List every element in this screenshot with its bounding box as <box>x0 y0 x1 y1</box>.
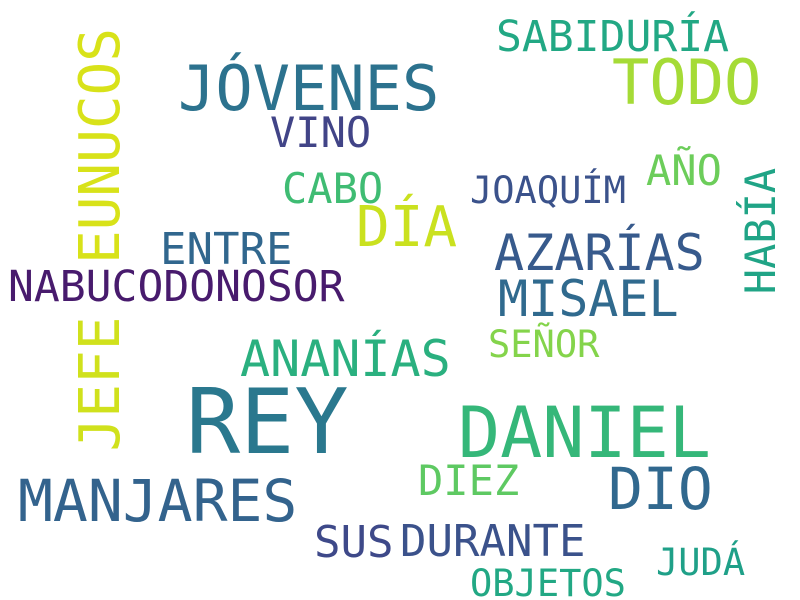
word-jefe: JEFE <box>68 316 133 452</box>
word-jovenes: JÓVENES <box>178 52 440 125</box>
word-dia: DÍA <box>356 195 458 260</box>
word-ano: AÑO <box>646 146 722 195</box>
word-ananias: ANANÍAS <box>240 330 451 388</box>
word-cabo: CABO <box>282 164 384 213</box>
word-manjares: MANJARES <box>18 467 298 535</box>
word-entre: ENTRE <box>160 224 293 275</box>
word-dio: DIO <box>608 455 713 523</box>
word-sus: SUS <box>314 517 394 568</box>
word-sabiduria: SABIDURÍA <box>496 12 729 62</box>
word-misael: MISAEL <box>498 270 679 328</box>
word-juda: JUDÁ <box>656 541 746 584</box>
word-rey: REY <box>186 370 349 475</box>
word-azarias: AZARÍAS <box>494 224 705 282</box>
word-diez: DIEZ <box>418 456 520 505</box>
word-durante: DURANTE <box>400 516 586 567</box>
word-todo: TODO <box>612 46 762 119</box>
word-senor: SEÑOR <box>488 323 600 366</box>
word-eunucos: EUNUCOS <box>68 28 133 265</box>
word-habia: HABÍA <box>736 167 785 295</box>
word-objetos: OBJETOS <box>470 562 626 600</box>
word-joaquim: JOAQUÍM <box>470 169 626 212</box>
word-daniel: DANIEL <box>458 392 711 474</box>
word-nabucodonosor: NABUCODONOSOR <box>8 262 345 312</box>
word-vino: VINO <box>270 108 372 157</box>
